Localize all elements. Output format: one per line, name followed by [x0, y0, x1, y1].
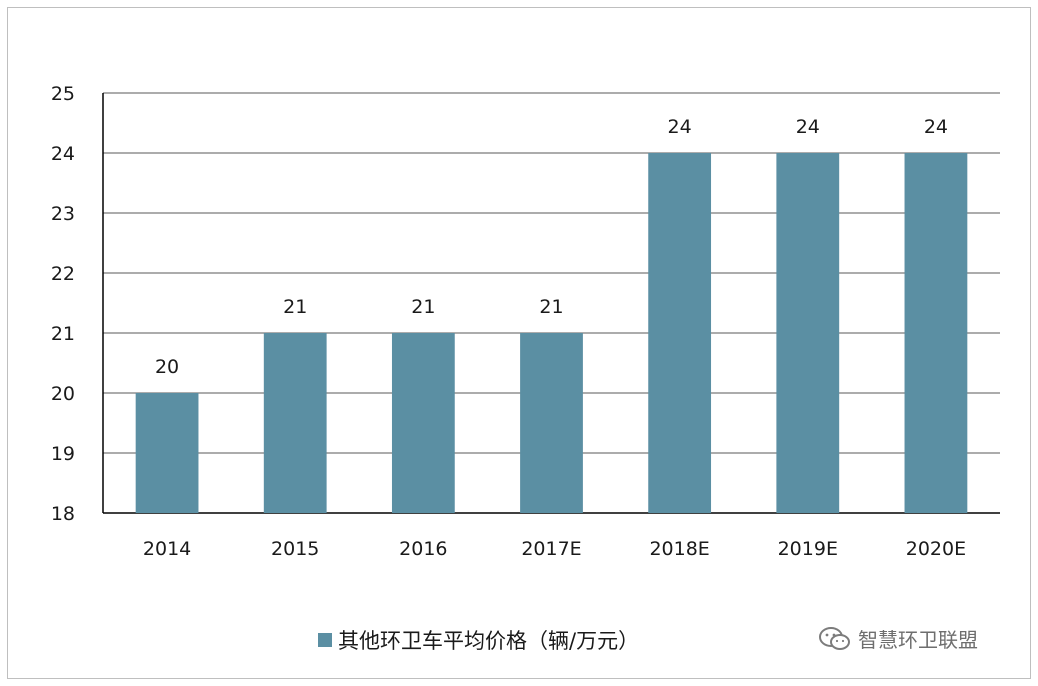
y-tick-label: 18: [51, 503, 75, 525]
chart-frame: [7, 7, 1031, 679]
y-tick-label: 24: [51, 143, 75, 165]
bar: [263, 333, 327, 513]
y-tick-label: 21: [51, 323, 75, 345]
y-tick-label: 20: [51, 383, 75, 405]
watermark-text: 智慧环卫联盟: [858, 628, 978, 652]
x-tick-label: 2016: [399, 538, 447, 560]
x-tick-label: 2018E: [649, 538, 709, 560]
data-label: 24: [924, 116, 948, 138]
data-label: 21: [539, 296, 563, 318]
legend-swatch: [318, 633, 332, 647]
bar: [776, 153, 840, 513]
legend: 其他环卫车平均价格（辆/万元）: [318, 625, 639, 655]
data-label: 24: [668, 116, 692, 138]
x-tick-label: 2020E: [906, 538, 966, 560]
y-tick-label: 22: [51, 263, 75, 285]
data-label: 21: [411, 296, 435, 318]
y-tick-label: 19: [51, 443, 75, 465]
data-label: 20: [155, 356, 179, 378]
x-tick-label: 2015: [271, 538, 319, 560]
x-tick-label: 2019E: [778, 538, 838, 560]
bar: [648, 153, 712, 513]
bar: [391, 333, 455, 513]
bar: [520, 333, 583, 513]
bar: [135, 393, 199, 513]
legend-label: 其他环卫车平均价格（辆/万元）: [338, 629, 640, 653]
data-label: 21: [283, 296, 307, 318]
x-tick-label: 2017E: [521, 538, 581, 560]
y-tick-label: 25: [51, 83, 75, 105]
x-tick-label: 2014: [143, 538, 191, 560]
y-tick-label: 23: [51, 203, 75, 225]
watermark: 智慧环卫联盟: [818, 624, 978, 653]
bar: [904, 153, 968, 513]
data-label: 24: [796, 116, 820, 138]
wechat-icon: [819, 626, 850, 650]
